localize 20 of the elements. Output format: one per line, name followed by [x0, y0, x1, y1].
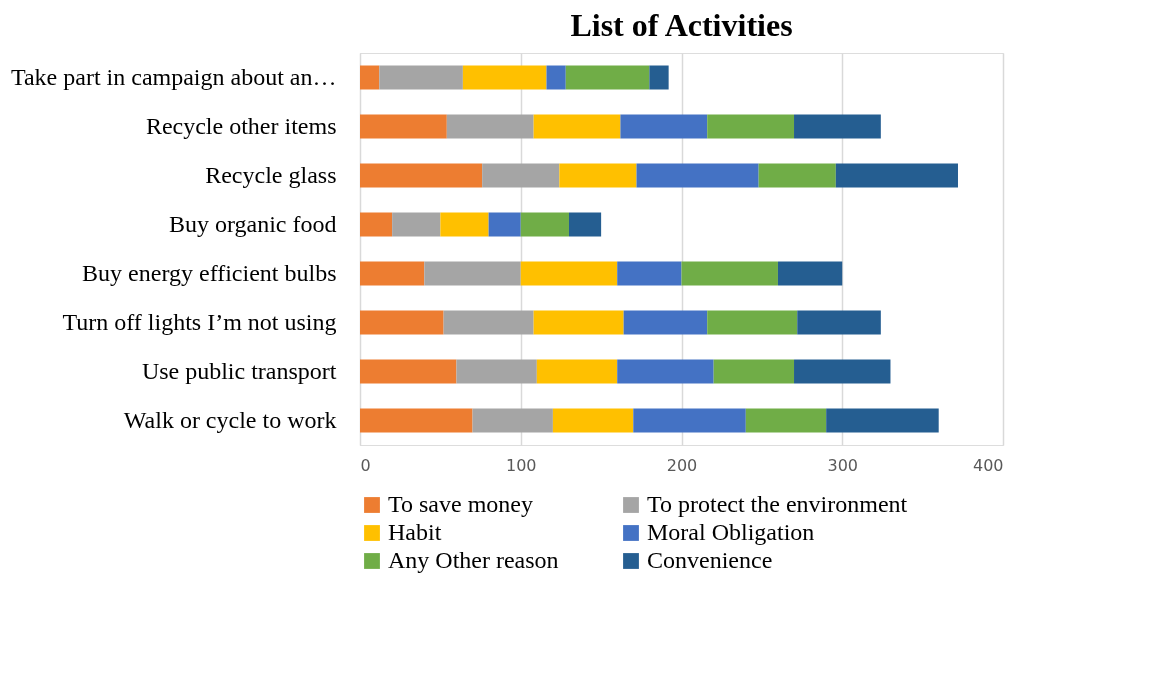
chart-title: List of Activities	[570, 7, 793, 43]
x-tick-label: 400	[972, 455, 1004, 475]
legend-label: Habit	[388, 519, 442, 545]
y-tick-label: Take part in campaign about an…	[10, 63, 337, 90]
legend-label: Convenience	[647, 547, 773, 573]
x-tick-label: 300	[827, 455, 859, 475]
y-tick-label: Recycle glass	[205, 161, 337, 188]
x-tick-label: 200	[666, 455, 698, 475]
legend-label: Moral Obligation	[647, 519, 815, 545]
y-tick-label: Turn off lights I’m not using	[62, 308, 337, 335]
y-tick-label: Walk or cycle to work	[123, 406, 337, 433]
legend-label: Any Other reason	[388, 547, 559, 573]
legend-label: To protect the environment	[647, 491, 908, 517]
x-tick-label: 100	[505, 455, 537, 475]
y-tick-label: Buy energy efficient bulbs	[82, 259, 337, 286]
y-tick-label: Buy organic food	[168, 210, 337, 237]
legend-label: To save money	[388, 491, 533, 517]
y-tick-label: Recycle other items	[145, 112, 337, 139]
x-tick-label: 0	[360, 455, 371, 475]
y-tick-label: Use public transport	[141, 357, 337, 384]
